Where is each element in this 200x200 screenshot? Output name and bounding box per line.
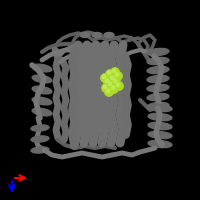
Ellipse shape <box>147 57 169 65</box>
Circle shape <box>108 82 112 85</box>
Circle shape <box>102 84 110 92</box>
Circle shape <box>107 71 111 74</box>
Ellipse shape <box>32 86 52 94</box>
Ellipse shape <box>148 140 172 148</box>
Circle shape <box>110 76 114 79</box>
Ellipse shape <box>148 113 172 121</box>
Circle shape <box>115 82 123 90</box>
Ellipse shape <box>147 48 169 56</box>
Ellipse shape <box>80 32 90 38</box>
Ellipse shape <box>147 66 169 74</box>
Ellipse shape <box>32 64 52 72</box>
Ellipse shape <box>32 97 52 105</box>
Ellipse shape <box>147 75 169 83</box>
Ellipse shape <box>148 122 172 130</box>
Ellipse shape <box>31 136 49 142</box>
Circle shape <box>111 86 115 89</box>
Ellipse shape <box>148 104 172 112</box>
Circle shape <box>112 78 120 86</box>
Circle shape <box>111 68 119 76</box>
Circle shape <box>112 69 116 72</box>
Circle shape <box>110 85 118 93</box>
Circle shape <box>104 78 112 86</box>
Circle shape <box>103 85 107 88</box>
Ellipse shape <box>31 147 49 153</box>
Ellipse shape <box>92 32 102 38</box>
Circle shape <box>105 88 113 96</box>
Circle shape <box>102 75 106 78</box>
Circle shape <box>113 79 117 82</box>
Ellipse shape <box>147 84 169 92</box>
Ellipse shape <box>147 93 169 101</box>
Ellipse shape <box>31 125 49 131</box>
Circle shape <box>106 70 114 78</box>
Circle shape <box>115 73 119 76</box>
Circle shape <box>106 89 110 92</box>
Ellipse shape <box>104 32 114 38</box>
Circle shape <box>105 79 109 82</box>
Circle shape <box>114 72 122 80</box>
Ellipse shape <box>148 131 172 139</box>
Ellipse shape <box>147 102 169 110</box>
Circle shape <box>101 74 109 82</box>
Circle shape <box>107 81 115 89</box>
Circle shape <box>116 83 120 86</box>
Circle shape <box>109 75 117 83</box>
Ellipse shape <box>32 108 52 116</box>
Ellipse shape <box>32 75 52 83</box>
